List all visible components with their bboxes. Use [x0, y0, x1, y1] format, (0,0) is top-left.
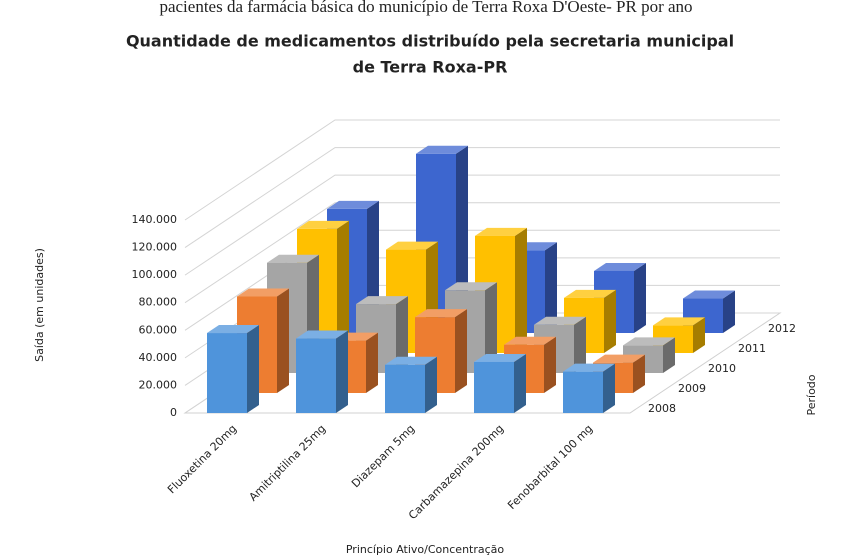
bar-top: [267, 254, 319, 263]
bar-top: [504, 336, 556, 345]
bar-top: [563, 363, 615, 372]
bar-side: [396, 296, 408, 373]
y-axis-label: Saída (em unidades): [33, 248, 46, 362]
bar-top: [653, 317, 705, 326]
bar-top: [385, 356, 437, 365]
chart-title: Quantidade de medicamentos distribuído p…: [126, 32, 734, 51]
bar-side: [633, 354, 645, 393]
bar-side: [247, 325, 259, 413]
bar: [207, 333, 247, 413]
x-axis-label: Princípio Ativo/Concentração: [346, 543, 505, 556]
chart-title: de Terra Roxa-PR: [353, 58, 508, 77]
bar-side: [336, 330, 348, 413]
bar-top: [386, 241, 438, 250]
bar-top: [564, 289, 616, 298]
bar-top: [593, 354, 645, 363]
y-tick-label: 100.000: [132, 268, 178, 281]
x-tick-label: Amitriptilina 25mg: [247, 422, 329, 504]
caption: pacientes da farmácia básica do municípi…: [159, 0, 692, 16]
x-tick-label: Fenobarbital 100 mg: [505, 422, 595, 512]
bar-side: [455, 309, 467, 393]
y-tick-label: 80.000: [139, 296, 178, 309]
bar-side: [485, 282, 497, 373]
bar-top: [474, 353, 526, 362]
y-tick-label: 40.000: [139, 351, 178, 364]
grid-line: [184, 147, 780, 248]
series-label: 2009: [678, 382, 706, 395]
bar-top: [416, 145, 468, 154]
series-label: 2010: [708, 362, 736, 375]
bar-top: [534, 316, 586, 325]
y-tick-label: 0: [170, 406, 177, 419]
bar-side: [603, 363, 615, 413]
series-label: 2012: [768, 322, 796, 335]
bar-side: [604, 289, 616, 353]
bar-top: [297, 220, 349, 229]
bar-top: [475, 227, 527, 236]
bar-side: [337, 220, 349, 353]
bar: [474, 361, 514, 413]
bar-side: [366, 332, 378, 393]
bar-top: [207, 325, 259, 334]
bar-top: [237, 288, 289, 297]
bar-side: [545, 242, 557, 333]
y-tick-label: 20.000: [139, 378, 178, 391]
bar-top: [683, 290, 735, 299]
bar-top: [594, 262, 646, 271]
bar-top: [327, 200, 379, 209]
grid-line: [184, 174, 780, 276]
bar-side: [277, 288, 289, 393]
bar-side: [544, 336, 556, 393]
bar-top: [296, 330, 348, 339]
x-tick-label: Diazepam 5mg: [349, 422, 417, 490]
bar-top: [356, 296, 408, 305]
y-tick-label: 60.000: [139, 323, 178, 336]
bar-top: [415, 309, 467, 318]
bar-side: [693, 317, 705, 353]
x-tick-label: Fluoxetina 20mg: [165, 422, 239, 496]
bar-side: [574, 316, 586, 373]
bar-side: [514, 353, 526, 413]
bar: [296, 338, 336, 413]
y-tick-label: 140.000: [132, 213, 178, 226]
z-axis-label: Período: [805, 374, 818, 415]
bar: [385, 364, 425, 413]
series-label: 2008: [648, 402, 676, 415]
bar-top: [623, 337, 675, 346]
bar-side: [634, 262, 646, 333]
bar-side: [663, 337, 675, 373]
bar-top: [445, 282, 497, 291]
x-tick-label: Carbamazepina 200mg: [406, 422, 506, 522]
grid-line: [184, 119, 780, 221]
grid-line: [184, 202, 780, 304]
bar: [563, 371, 603, 413]
series-label: 2011: [738, 342, 766, 355]
bar-side: [723, 290, 735, 333]
bar-side: [425, 356, 437, 413]
bar-side: [515, 227, 527, 353]
y-tick-label: 120.000: [132, 241, 178, 254]
